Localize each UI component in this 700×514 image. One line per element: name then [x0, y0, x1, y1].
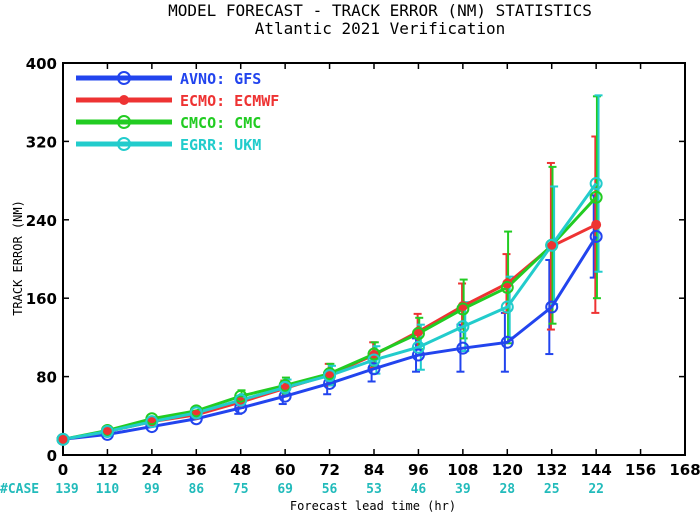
y-tick-label: 320	[26, 133, 57, 151]
point-ukm	[545, 238, 559, 252]
point-cmc	[500, 280, 514, 294]
series-line-gfs	[62, 235, 598, 441]
legend-marker-ecmwf	[119, 95, 129, 105]
point-cmc	[234, 389, 248, 403]
x-tick-label: 24	[141, 461, 162, 479]
legend-marker-cmc	[117, 115, 131, 129]
point-ukm	[234, 393, 248, 407]
point-ukm	[145, 415, 159, 429]
x-tick-label: 144	[580, 461, 611, 479]
point-cmc	[589, 190, 603, 204]
case-count: 25	[544, 482, 560, 497]
case-count-label: #CASE	[0, 482, 39, 497]
point-gfs	[367, 362, 381, 376]
point-gfs	[589, 229, 603, 243]
x-axis-label: Forecast lead time (hr)	[290, 499, 456, 513]
x-tick-label: 48	[230, 461, 251, 479]
series-line-cmc	[62, 196, 598, 441]
case-count: 99	[144, 482, 160, 497]
x-tick-label: 96	[408, 461, 429, 479]
point-cmc	[367, 347, 381, 361]
point-ukm	[323, 369, 337, 383]
point-cmc	[456, 302, 470, 316]
y-tick-label: 240	[26, 212, 57, 230]
point-ukm	[56, 432, 70, 446]
point-ecmwf	[591, 219, 602, 230]
y-tick-label: 160	[26, 290, 57, 308]
case-count: 139	[55, 482, 78, 497]
case-count: 22	[588, 482, 604, 497]
case-count: 28	[499, 482, 515, 497]
legend-label-ukm: EGRR: UKM	[180, 136, 261, 154]
point-gfs	[545, 300, 559, 314]
axes: 0 12 24 36 48 60 72 84 96 108 120 132 144 156 168 0 80 16…	[26, 55, 700, 479]
x-tick-label: 84	[364, 461, 385, 479]
case-count: 39	[455, 482, 471, 497]
case-count: 56	[322, 482, 338, 497]
point-gfs	[500, 335, 514, 349]
legend-marker-gfs	[117, 71, 131, 85]
point-ecmwf	[58, 434, 68, 445]
x-tick-label: 168	[669, 461, 700, 479]
case-count: 69	[277, 482, 293, 497]
x-tick-label: 120	[492, 461, 523, 479]
point-ukm	[100, 424, 114, 438]
y-tick-label: 400	[26, 55, 57, 73]
y-tick-label: 80	[36, 369, 57, 387]
chart-title: MODEL FORECAST - TRACK ERROR (NM) STATIS…	[168, 1, 592, 20]
x-tick-label: 12	[97, 461, 118, 479]
x-tick-label: 156	[625, 461, 656, 479]
point-cmc	[411, 326, 425, 340]
x-tick-label: 0	[58, 461, 68, 479]
point-ukm	[456, 320, 470, 334]
x-tick-label: 72	[319, 461, 340, 479]
x-tick-label: 60	[275, 461, 296, 479]
error-bars	[234, 94, 603, 415]
x-tick-label: 36	[186, 461, 207, 479]
point-ukm	[500, 300, 514, 314]
point-ukm	[367, 353, 381, 367]
series-markers	[56, 177, 603, 446]
x-tick-label: 108	[447, 461, 478, 479]
case-count: 110	[96, 482, 120, 497]
case-count: 53	[366, 482, 382, 497]
legend-label-gfs: AVNO: GFS	[180, 70, 261, 88]
point-ukm	[189, 406, 203, 420]
y-axis-label: TRACK ERROR (NM)	[11, 200, 25, 316]
y-tick-label: 0	[47, 447, 57, 465]
legend-label-cmc: CMCO: CMC	[180, 114, 261, 132]
point-gfs	[456, 341, 470, 355]
legend: AVNO: GFS ECMO: ECMWF CMCO: CMC EGRR: UKM	[76, 70, 279, 154]
x-tick-label: 132	[536, 461, 567, 479]
case-count: 75	[233, 482, 249, 497]
legend-label-ecmwf: ECMO: ECMWF	[180, 92, 279, 110]
series-lines	[62, 182, 598, 441]
chart-subtitle: Atlantic 2021 Verification	[255, 19, 505, 38]
case-counts: #CASE 139 110 99 86 75 69 56 53 46 39 28 25 22	[0, 482, 604, 497]
point-ukm	[589, 177, 603, 191]
point-ukm	[411, 340, 425, 354]
case-count: 46	[411, 482, 427, 497]
legend-marker-ukm	[117, 137, 131, 151]
point-gfs	[411, 348, 425, 362]
case-count: 86	[188, 482, 204, 497]
series-line-ukm	[62, 182, 598, 441]
series-line-ecmwf	[62, 223, 597, 441]
point-ukm	[278, 380, 292, 394]
